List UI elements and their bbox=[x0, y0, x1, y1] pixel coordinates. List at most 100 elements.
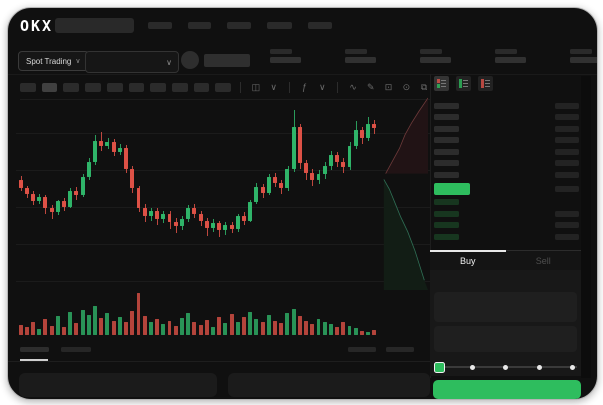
stat-value-placeholder bbox=[420, 57, 451, 63]
stat-pair bbox=[420, 49, 451, 63]
chevron-down-icon[interactable]: ∨ bbox=[270, 81, 277, 92]
candle-body bbox=[173, 222, 178, 227]
orderbook bbox=[434, 76, 581, 243]
candle-body bbox=[192, 208, 197, 214]
chevron-down-icon: ∨ bbox=[166, 57, 172, 67]
bottom-tab-2[interactable] bbox=[61, 347, 91, 352]
bid-row[interactable] bbox=[434, 231, 581, 243]
bid-row[interactable] bbox=[434, 208, 581, 220]
candle-body bbox=[310, 173, 315, 180]
volume-bar bbox=[155, 319, 160, 335]
bottom-right-action-2[interactable] bbox=[386, 347, 414, 352]
timeframe-button[interactable] bbox=[171, 82, 188, 92]
search-input[interactable] bbox=[55, 18, 134, 33]
tab-sell[interactable]: Sell bbox=[535, 256, 551, 266]
orderbook-view-bids-icon[interactable] bbox=[456, 76, 471, 91]
ask-row[interactable] bbox=[434, 146, 581, 158]
slider-stop[interactable] bbox=[536, 364, 542, 370]
timeframe-button[interactable] bbox=[193, 82, 210, 92]
chart-type-icon[interactable]: ◫ bbox=[251, 81, 261, 92]
candle-body bbox=[55, 201, 60, 213]
chevron-down-icon[interactable]: ∨ bbox=[318, 81, 326, 92]
nav-item[interactable] bbox=[308, 22, 332, 29]
nav-item[interactable] bbox=[188, 22, 211, 29]
pair-dropdown[interactable]: ∨ bbox=[85, 51, 179, 73]
volume-bar bbox=[359, 330, 364, 335]
orderbook-view-asks-icon[interactable] bbox=[478, 76, 493, 91]
bottom-right-action-1[interactable] bbox=[348, 347, 376, 352]
ask-row[interactable] bbox=[434, 158, 581, 170]
timeframe-button[interactable] bbox=[128, 82, 145, 92]
price-input[interactable] bbox=[434, 292, 577, 322]
bottom-tabs-divider bbox=[8, 361, 430, 362]
ask-row[interactable] bbox=[434, 169, 581, 181]
volume-bar bbox=[273, 320, 277, 335]
amount-input[interactable] bbox=[434, 326, 577, 352]
slider-handle[interactable] bbox=[434, 362, 445, 373]
candle-body bbox=[155, 210, 160, 220]
candle-body bbox=[198, 213, 203, 221]
ask-row[interactable] bbox=[434, 123, 581, 135]
candle-body bbox=[229, 224, 234, 229]
spot-trading-selector[interactable]: Spot Trading ∨ bbox=[18, 51, 89, 71]
candle-body bbox=[18, 180, 23, 189]
timeframe-button[interactable] bbox=[150, 82, 166, 92]
trade-tabs: Buy Sell bbox=[430, 250, 581, 271]
stat-pair bbox=[345, 49, 376, 63]
volume-bar bbox=[341, 322, 346, 335]
volume-bar bbox=[285, 313, 290, 335]
stat-label-placeholder bbox=[495, 49, 517, 54]
toolbar-separator bbox=[240, 81, 242, 93]
candle-body bbox=[148, 210, 153, 217]
ask-row[interactable] bbox=[434, 112, 581, 124]
slider-stop[interactable] bbox=[570, 364, 575, 370]
scrollbar-gutter[interactable] bbox=[581, 76, 591, 378]
timeframe-button[interactable] bbox=[106, 82, 123, 92]
candle-body bbox=[161, 213, 166, 220]
panel-divider bbox=[430, 74, 431, 378]
indicator-icon[interactable]: ƒ bbox=[301, 81, 307, 92]
candlestick-chart[interactable] bbox=[18, 110, 378, 250]
slider-stop[interactable] bbox=[503, 364, 508, 370]
candle-body bbox=[43, 196, 48, 208]
line-tool-icon[interactable]: ∿ bbox=[349, 81, 357, 92]
timeframe-button[interactable] bbox=[63, 82, 80, 92]
nav-item[interactable] bbox=[148, 22, 172, 29]
bid-amount-placeholder bbox=[555, 233, 579, 240]
volume-bar bbox=[328, 324, 333, 335]
candle-body bbox=[68, 191, 73, 207]
volume-bar bbox=[93, 305, 97, 335]
timeframe-button[interactable] bbox=[41, 82, 58, 92]
amount-slider[interactable] bbox=[434, 361, 577, 373]
camera-icon[interactable]: ⊡ bbox=[384, 81, 393, 92]
nav-item[interactable] bbox=[267, 22, 292, 29]
slider-stop[interactable] bbox=[469, 364, 475, 370]
ticker-stats bbox=[270, 49, 597, 63]
bid-row[interactable] bbox=[434, 197, 581, 209]
ask-row[interactable] bbox=[434, 135, 581, 147]
settings-icon[interactable]: ⊙ bbox=[402, 81, 411, 92]
last-price-row[interactable] bbox=[434, 182, 581, 196]
ask-amount-placeholder bbox=[555, 171, 579, 178]
orderbook-header-row bbox=[434, 100, 581, 112]
candle-body bbox=[80, 177, 85, 196]
timeframe-button[interactable] bbox=[85, 82, 101, 92]
volume-bar bbox=[235, 321, 240, 335]
draw-icon[interactable]: ✎ bbox=[367, 81, 375, 92]
buy-submit-button[interactable] bbox=[433, 380, 581, 399]
bottom-tab-1[interactable] bbox=[20, 347, 49, 352]
orderbook-view-combined-icon[interactable] bbox=[434, 76, 449, 91]
bid-row[interactable] bbox=[434, 220, 581, 232]
ask-price-placeholder bbox=[434, 114, 459, 121]
fullscreen-icon[interactable]: ⧉ bbox=[420, 81, 428, 92]
timeframe-button[interactable] bbox=[20, 82, 36, 92]
candle-body bbox=[86, 161, 91, 178]
volume-bar bbox=[297, 316, 302, 335]
candle-wick bbox=[51, 205, 53, 220]
nav-item[interactable] bbox=[227, 22, 251, 29]
timeframe-button[interactable] bbox=[215, 82, 232, 92]
candle-body bbox=[316, 174, 321, 180]
volume-bar bbox=[148, 322, 153, 335]
candle-body bbox=[235, 216, 240, 229]
tab-buy[interactable]: Buy bbox=[430, 250, 506, 271]
